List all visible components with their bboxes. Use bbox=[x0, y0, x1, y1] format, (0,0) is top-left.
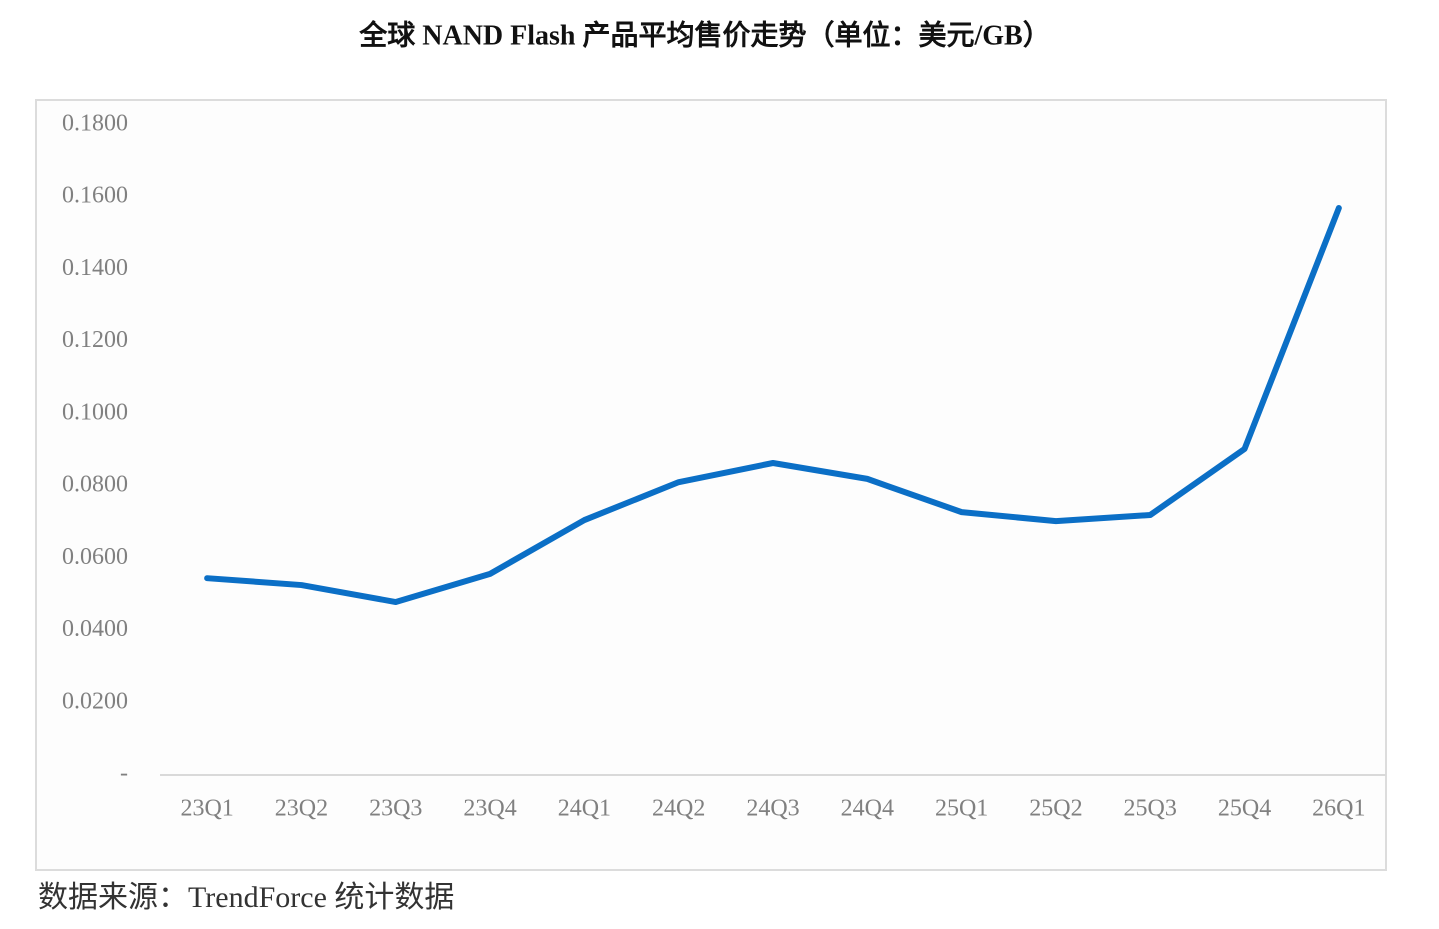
y-tick-label: 0.1400 bbox=[62, 255, 128, 281]
y-tick-label: 0.0400 bbox=[62, 616, 128, 642]
x-tick-label: 23Q1 bbox=[180, 796, 233, 822]
x-tick-label: 25Q2 bbox=[1029, 796, 1082, 822]
y-tick-label: 0.0800 bbox=[62, 472, 128, 498]
x-tick-label: 23Q4 bbox=[463, 796, 516, 822]
data-line bbox=[204, 205, 1342, 606]
x-tick-label: 24Q4 bbox=[841, 796, 894, 822]
y-tick-label: 0.1800 bbox=[62, 111, 128, 137]
y-tick-label: 0.0200 bbox=[62, 688, 128, 714]
x-tick-label: 24Q3 bbox=[746, 796, 799, 822]
x-tick-label: 25Q4 bbox=[1218, 796, 1271, 822]
y-tick-label: 0.0600 bbox=[62, 544, 128, 570]
x-tick-label: 25Q1 bbox=[935, 796, 988, 822]
source-note: 数据来源：TrendForce 统计数据 bbox=[38, 881, 454, 914]
x-tick-label: 23Q3 bbox=[369, 796, 422, 822]
x-tick-label: 23Q2 bbox=[275, 796, 328, 822]
y-tick-label: 0.1200 bbox=[62, 327, 128, 353]
x-tick-label: 24Q2 bbox=[652, 796, 705, 822]
x-tick-label: 24Q1 bbox=[558, 796, 611, 822]
x-tick-label: 25Q3 bbox=[1124, 796, 1177, 822]
chart-frame bbox=[35, 99, 1387, 871]
y-tick-label: 0.1600 bbox=[62, 183, 128, 209]
y-tick-label: 0.1000 bbox=[62, 399, 128, 425]
x-tick-label: 26Q1 bbox=[1312, 796, 1365, 822]
chart-title: 全球 NAND Flash 产品平均售价走势（单位：美元/GB） bbox=[358, 18, 1050, 51]
y-tick-label: - bbox=[120, 761, 128, 787]
